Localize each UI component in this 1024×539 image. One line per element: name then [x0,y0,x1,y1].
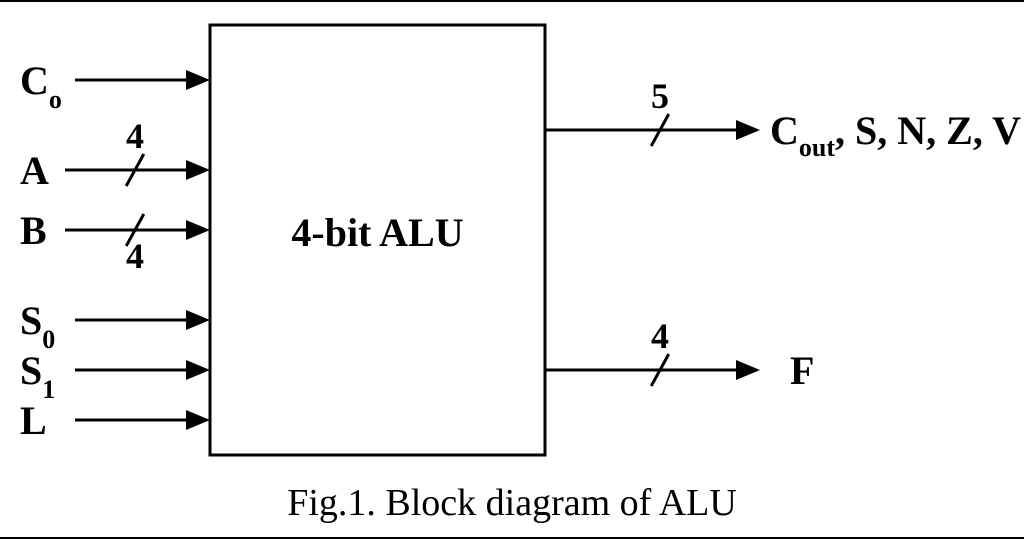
input-bus-2: 4 [126,214,144,276]
input-label-2: B [20,208,47,253]
alu-block-title: 4-bit ALU [291,210,463,255]
output-bus-0: 5 [651,76,669,146]
output-bus-1: 4 [651,316,669,386]
input-arrow-4 [75,360,210,380]
output-bus-0-count: 5 [651,76,669,116]
alu-block-diagram: 4-bit ALU Co A 4 B 4 S0S1L 5 Cout, S, N, Z, V 4 F F… [0,0,1024,539]
output-arrow-1 [545,360,760,380]
input-label-0: Co [20,58,62,114]
input-bus-1: 4 [126,116,144,186]
input-label-3: S0 [20,298,55,354]
input-label-5: L [20,398,47,443]
input-arrow-3 [75,310,210,330]
input-label-1: A [20,148,49,193]
input-arrow-5 [75,410,210,430]
input-bus-1-count: 4 [126,116,144,156]
input-bus-2-count: 4 [126,236,144,276]
output-label-1: F [790,348,814,393]
input-label-4: S1 [20,348,55,404]
output-arrow-0 [545,120,760,140]
input-arrow-0 [75,70,210,90]
figure-caption: Fig.1. Block diagram of ALU [287,482,737,524]
output-label-0: Cout, S, N, Z, V [770,108,1021,162]
output-bus-1-count: 4 [651,316,669,356]
